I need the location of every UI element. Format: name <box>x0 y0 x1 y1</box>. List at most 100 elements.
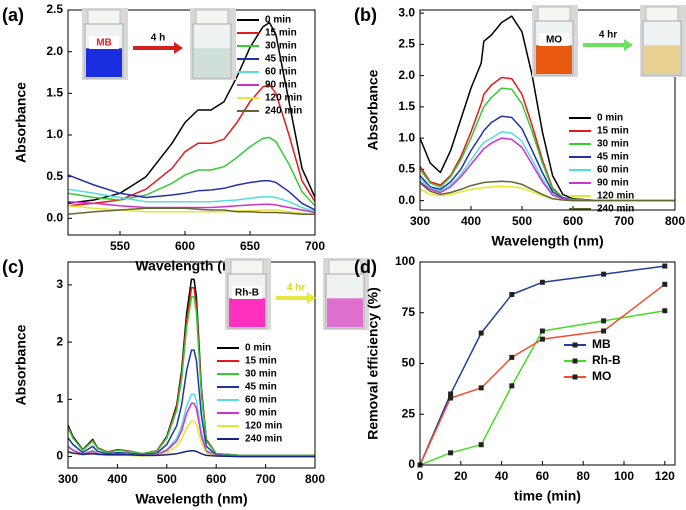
vial-cap <box>537 6 571 22</box>
y-axis-label: Absorbance <box>13 82 29 163</box>
vial-liquid <box>536 45 572 74</box>
x-tick-label: 600 <box>206 472 226 486</box>
data-point <box>448 391 454 397</box>
legend-label: 120 min <box>245 421 282 432</box>
data-point <box>448 395 454 401</box>
inset-photo: MO 4 hr <box>532 5 686 77</box>
data-point <box>478 330 484 336</box>
series-line <box>68 402 315 457</box>
legend-label: 30 min <box>597 139 629 150</box>
legend-label: 45 min <box>245 382 277 393</box>
legend-label: 240 min <box>245 434 282 445</box>
legend-label: 120 min <box>597 191 634 202</box>
series-line <box>68 207 315 215</box>
y-tick-label: 1.5 <box>46 86 63 100</box>
legend-marker <box>572 358 578 364</box>
inset-time-label: 4 hr <box>599 30 617 41</box>
vial-liquid <box>194 48 230 77</box>
legend-label: 45 min <box>265 54 297 65</box>
vial-liquid <box>644 45 680 74</box>
y-tick-label: 0.5 <box>46 169 63 183</box>
legend-marker <box>572 374 578 380</box>
y-tick-label: 3 <box>56 277 63 291</box>
legend-label: 15 min <box>265 28 297 39</box>
data-point <box>601 271 607 277</box>
x-tick-label: 120 <box>655 469 675 483</box>
y-tick-label: 100 <box>395 254 415 268</box>
data-point <box>601 318 607 324</box>
series-group <box>68 21 315 215</box>
inset-time-label: 4 hr <box>287 283 305 294</box>
x-tick-label: 80 <box>577 469 591 483</box>
y-tick-label: 0.0 <box>398 193 415 207</box>
label-sticker <box>232 286 262 299</box>
x-axis-label: time (min) <box>514 488 581 504</box>
legend-label: 45 min <box>597 152 629 163</box>
x-tick-label: 550 <box>110 239 130 253</box>
plot-frame <box>67 261 316 469</box>
legend-label: 0 min <box>245 343 271 354</box>
series-line <box>420 283 666 465</box>
panel: (b) Wavelength (nm) Absorbance 300 400 500 600… <box>354 5 686 249</box>
series-line <box>68 200 315 214</box>
inset-arrowhead <box>174 42 183 54</box>
vial-liquid <box>229 298 265 327</box>
plot-frame <box>419 261 676 466</box>
data-point <box>539 328 545 334</box>
x-tick-label: 600 <box>175 239 195 253</box>
y-tick-label: 0.5 <box>398 162 415 176</box>
inset-arrowhead <box>624 39 633 51</box>
series-line <box>68 188 315 213</box>
panel: (d) time (min) Removal efficiency (%) 0 20 40… <box>354 254 676 504</box>
legend-label: 60 min <box>265 67 297 78</box>
series-line <box>420 180 675 202</box>
data-point <box>478 442 484 448</box>
inset-photo: Rh-B 4 hr <box>225 258 369 330</box>
x-tick-label: 500 <box>512 214 532 228</box>
x-tick-label: 500 <box>157 472 177 486</box>
vial-cap <box>195 9 229 25</box>
x-tick-label: 700 <box>614 214 634 228</box>
panel-label: (a) <box>2 5 24 25</box>
series-line <box>68 450 315 458</box>
panel-label: (c) <box>2 257 24 277</box>
x-tick-label: 400 <box>461 214 481 228</box>
x-tick-label: 700 <box>256 472 276 486</box>
x-tick-label: 300 <box>58 472 78 486</box>
y-tick-label: 2.5 <box>398 37 415 51</box>
x-tick-label: 40 <box>495 469 509 483</box>
vial-cap <box>87 9 121 25</box>
inset-time-label: 4 h <box>151 33 165 44</box>
y-tick-label: 2.5 <box>46 2 63 16</box>
inset-sample-label: MB <box>96 38 112 49</box>
series-group <box>420 265 666 465</box>
legend-label: 0 min <box>597 113 623 124</box>
data-point <box>662 308 668 314</box>
panel-label: (d) <box>354 257 377 277</box>
y-tick-label: 25 <box>402 406 416 420</box>
legend-label: 240 min <box>597 204 634 215</box>
series-line <box>420 137 675 202</box>
y-tick-label: 3.0 <box>398 5 415 19</box>
x-tick-label: 400 <box>107 472 127 486</box>
y-tick-label: 1.5 <box>398 99 415 113</box>
x-tick-label: 60 <box>536 469 550 483</box>
data-point <box>539 336 545 342</box>
panel: (c) Wavelength (nm) Absorbance 300 400 500 600… <box>2 257 369 507</box>
x-axis-label: Wavelength (nm) <box>491 233 603 249</box>
data-point <box>539 279 545 285</box>
vial-cap <box>230 259 264 275</box>
legend-label: 60 min <box>245 395 277 406</box>
x-axis-label: Wavelength (nm) <box>135 491 247 507</box>
legend-label: Rh-B <box>592 353 621 367</box>
series-line <box>68 174 315 211</box>
legend-label: 15 min <box>597 126 629 137</box>
series-line <box>420 15 675 202</box>
inset-photo: MB 4 h <box>82 8 236 80</box>
y-tick-label: 0 <box>408 457 415 471</box>
series-line <box>68 296 315 457</box>
legend-label: 30 min <box>265 41 297 52</box>
inset-sample-label: MO <box>546 35 562 46</box>
